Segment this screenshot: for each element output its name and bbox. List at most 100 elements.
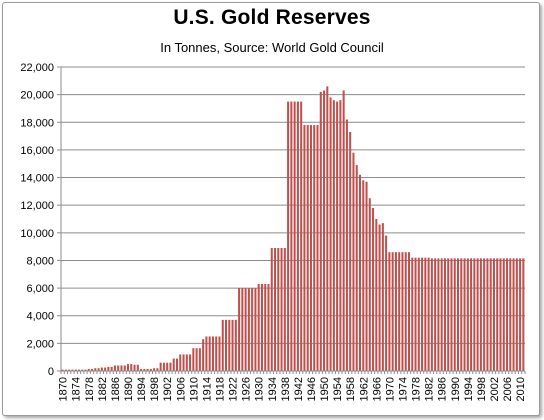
bar [323, 90, 326, 372]
bar [466, 258, 469, 371]
y-axis-tick-labels: 0 2,000 4,000 6,000 8,000 10,000 12,000 14,000 1… [20, 62, 54, 378]
bar [398, 252, 401, 371]
bar [381, 223, 384, 371]
bar [143, 368, 146, 371]
y-tick-label: 8,000 [26, 255, 54, 267]
x-tick-label: 1934 [267, 377, 279, 401]
bar [251, 288, 254, 371]
bar [280, 248, 283, 371]
bar [391, 252, 394, 371]
bar [228, 319, 231, 371]
bar [91, 368, 94, 371]
bar [306, 125, 309, 371]
bar [492, 258, 495, 371]
bar [345, 119, 348, 371]
x-tick-label: 1954 [332, 377, 344, 401]
bar [457, 258, 460, 371]
bar [260, 283, 263, 371]
bar [496, 258, 499, 371]
bar [313, 125, 316, 371]
x-tick-label: 1906 [175, 377, 187, 401]
bar [401, 252, 404, 371]
bar [499, 258, 502, 371]
x-tick-label: 1882 [97, 377, 109, 401]
x-tick-label: 1922 [228, 377, 240, 401]
bar [443, 258, 446, 371]
bar [87, 368, 90, 371]
bar [447, 258, 450, 371]
bar [355, 165, 358, 371]
bar [316, 125, 319, 371]
bar [84, 369, 87, 371]
bar-series [61, 86, 525, 372]
bar [404, 252, 407, 371]
y-tick-label: 4,000 [26, 311, 54, 323]
x-tick-label: 1978 [411, 377, 423, 401]
x-tick-label: 1990 [450, 377, 462, 401]
bar [61, 369, 64, 371]
bar [394, 252, 397, 371]
bar [211, 336, 214, 371]
x-tick-label: 2002 [489, 377, 501, 401]
y-tick-label: 22,000 [20, 62, 54, 74]
bar [71, 369, 74, 371]
bar [378, 224, 381, 371]
bar [339, 100, 342, 371]
bar [117, 365, 120, 371]
bar [407, 252, 411, 371]
bar [342, 90, 345, 372]
y-tick-label: 6,000 [26, 283, 54, 295]
bar [287, 101, 290, 372]
bar [352, 152, 355, 371]
bar [146, 368, 149, 371]
y-tick-label: 16,000 [20, 145, 54, 157]
bar [136, 364, 139, 371]
y-tick-label: 2,000 [26, 338, 54, 350]
x-tick-label: 1914 [201, 377, 213, 401]
bar [414, 257, 417, 371]
bar [169, 362, 172, 371]
x-tick-label: 1918 [214, 377, 226, 401]
bar [274, 248, 277, 371]
bar [515, 258, 518, 371]
x-tick-label: 1970 [384, 377, 396, 401]
x-tick-label: 2010 [515, 377, 527, 401]
x-tick-label: 1910 [188, 377, 200, 401]
bar [156, 368, 159, 371]
bar [182, 354, 185, 371]
bar [437, 258, 440, 371]
bar [244, 288, 247, 371]
bar [368, 198, 371, 371]
x-tick-label: 1962 [358, 377, 370, 401]
bar [241, 288, 244, 371]
bar [309, 125, 312, 371]
x-tick-label: 1930 [254, 377, 266, 401]
bar [417, 257, 420, 371]
x-tick-label: 1958 [345, 377, 357, 401]
bar [104, 367, 107, 371]
bar [195, 348, 198, 371]
bar [434, 258, 437, 371]
bar [509, 258, 512, 371]
bar [247, 288, 250, 371]
x-tick-label: 1898 [149, 377, 161, 401]
x-tick-label: 1946 [306, 377, 318, 401]
bar [208, 336, 211, 371]
bar [198, 348, 201, 371]
x-tick-label: 1874 [71, 377, 83, 401]
axes [57, 66, 526, 374]
bar [329, 97, 332, 372]
x-tick-label: 1926 [241, 377, 253, 401]
bar [460, 258, 463, 371]
bar [411, 257, 414, 371]
y-tick-label: 10,000 [20, 228, 54, 240]
bar [130, 364, 133, 371]
bar [215, 336, 218, 371]
x-tick-label: 1886 [110, 377, 122, 401]
chart-title: U.S. Gold Reserves [173, 6, 371, 29]
bar [77, 369, 80, 371]
bar [476, 258, 479, 371]
bar [202, 339, 205, 371]
bar [225, 319, 228, 371]
bar [189, 354, 192, 371]
